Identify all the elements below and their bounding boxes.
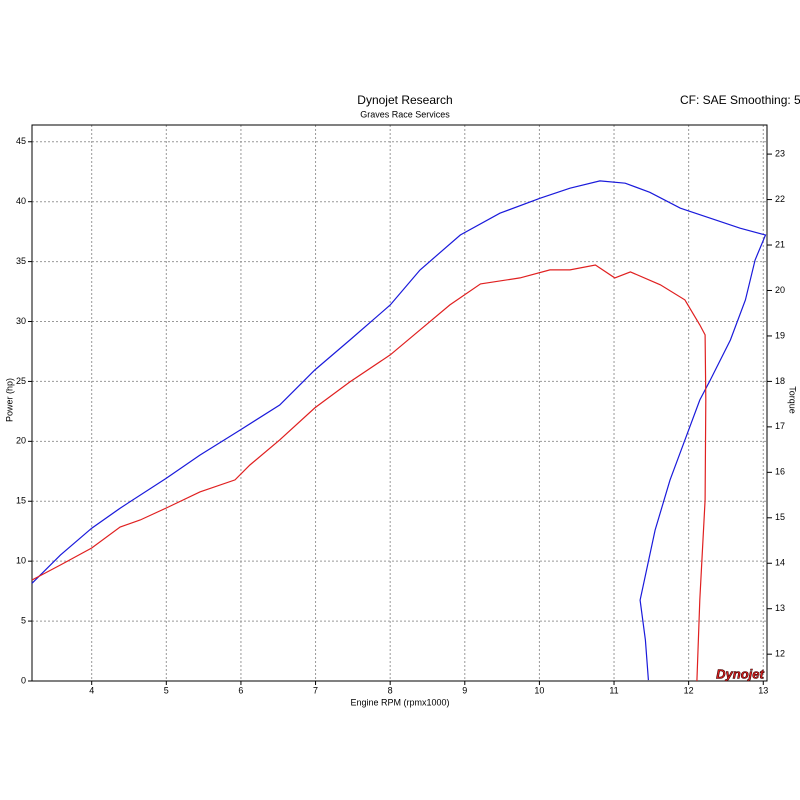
- y2-tick-label: 18: [775, 376, 785, 386]
- chart-subtitle: Graves Race Services: [360, 109, 450, 119]
- y-tick-label: 35: [16, 256, 26, 266]
- y-tick-label: 15: [16, 496, 26, 506]
- y-tick-label: 30: [16, 316, 26, 326]
- x-tick-label: 4: [89, 685, 94, 695]
- y2-tick-label: 15: [775, 512, 785, 522]
- x-tick-label: 7: [313, 685, 318, 695]
- x-tick-label: 9: [462, 685, 467, 695]
- x-tick-label: 10: [534, 685, 544, 695]
- y-tick-label: 45: [16, 136, 26, 146]
- y-tick-label: 40: [16, 196, 26, 206]
- y-tick-label: 10: [16, 556, 26, 566]
- chart-title: Dynojet Research: [357, 93, 452, 107]
- y2-tick-label: 14: [775, 558, 785, 568]
- x-tick-label: 11: [609, 685, 618, 695]
- y-tick-label: 5: [21, 615, 26, 625]
- y2-tick-label: 12: [775, 649, 785, 659]
- y2-tick-label: 21: [775, 239, 785, 249]
- x-tick-label: 8: [388, 685, 393, 695]
- y2-tick-label: 13: [775, 603, 785, 613]
- y2-tick-label: 20: [775, 285, 785, 295]
- y-tick-label: 0: [21, 675, 26, 685]
- y2-tick-label: 19: [775, 330, 785, 340]
- y2-tick-label: 22: [775, 194, 785, 204]
- plot-frame: [31, 124, 768, 682]
- y2-tick-label: 17: [775, 421, 785, 431]
- y2-axis-label: Torque: [788, 386, 798, 414]
- y2-tick-label: 16: [775, 467, 785, 477]
- y-tick-label: 25: [16, 376, 26, 386]
- x-tick-label: 5: [164, 685, 169, 695]
- x-axis-label: Engine RPM (rpmx1000): [350, 697, 449, 707]
- x-tick-label: 12: [684, 685, 694, 695]
- y2-tick-label: 23: [775, 148, 785, 158]
- data-line: [31, 180, 767, 681]
- data-line: [31, 264, 707, 682]
- y-axis-label: Power (hp): [4, 378, 14, 422]
- x-tick-label: 6: [238, 685, 243, 695]
- y-tick-label: 20: [16, 436, 26, 446]
- logo: Dynojet: [716, 666, 764, 681]
- x-tick-label: 13: [758, 685, 768, 695]
- settings-note: CF: SAE Smoothing: 5: [680, 93, 800, 107]
